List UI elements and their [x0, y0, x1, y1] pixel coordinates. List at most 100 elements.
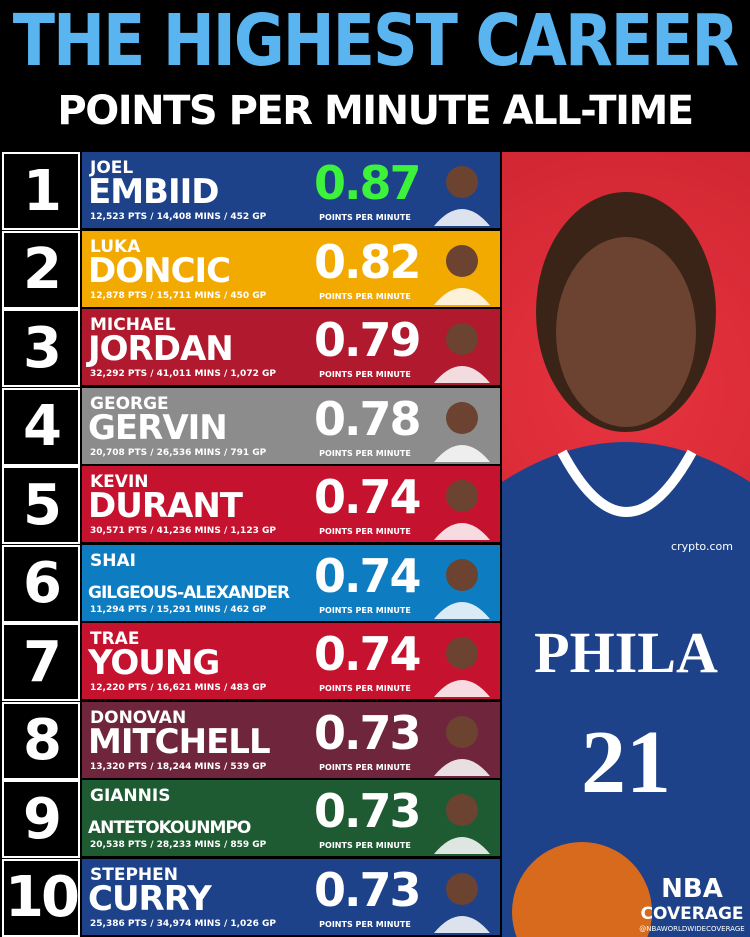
first-name: DONOVAN — [90, 707, 187, 728]
row-panel: GEORGE GERVIN 20,708 PTS / 26,536 MINS / 7… — [82, 387, 500, 464]
value-caption: POINTS PER MINUTE — [319, 919, 411, 929]
brand-bottom: COVERAGE — [640, 904, 743, 924]
last-name: CURRY — [88, 878, 212, 919]
last-name: EMBIID — [88, 172, 219, 212]
player-thumbnail — [428, 235, 496, 305]
player-thumbnail — [428, 784, 496, 854]
last-name: JORDAN — [88, 329, 234, 369]
last-name: GERVIN — [88, 407, 228, 448]
thumbnail-art — [434, 637, 490, 697]
rank: 1 — [2, 152, 80, 230]
value-caption: POINTS PER MINUTE — [319, 841, 411, 850]
row: 7 TRAE YOUNG 12,220 PTS / 16,621 MINS / 483… — [0, 623, 502, 701]
sponsor: crypto.com — [671, 540, 733, 553]
value: 0.79 — [314, 313, 422, 367]
player-photo: PHILA 21 crypto.com NBA COVERAGE @NBAWOR… — [502, 152, 750, 937]
last-name: YOUNG — [88, 643, 220, 683]
value: 0.74 — [314, 548, 422, 603]
value-caption: POINTS PER MINUTE — [319, 448, 411, 458]
stats: 12,523 PTS / 14,408 MINS / 452 GP — [90, 212, 267, 222]
first-name: JOEL — [90, 158, 134, 178]
row: 1 JOEL EMBIID 12,523 PTS / 14,408 MINS / 45… — [0, 152, 502, 230]
thumbnail-art — [434, 794, 490, 854]
row-panel: SHAI GILGEOUS-ALEXANDER 11,294 PTS / 15,29… — [82, 544, 500, 621]
value-caption: POINTS PER MINUTE — [319, 291, 411, 301]
brand-top: NBA — [661, 874, 723, 904]
row-panel: LUKA DONCIC 12,878 PTS / 15,711 MINS / 450… — [82, 230, 500, 307]
value: 0.73 — [314, 705, 422, 760]
player-thumbnail — [428, 549, 496, 619]
row-panel: MICHAEL JORDAN 32,292 PTS / 41,011 MINS / … — [82, 309, 500, 385]
row: 9 GIANNIS ANTETOKOUNMPO 20,538 PTS / 28,233… — [0, 780, 502, 858]
row-panel: KEVIN DURANT 30,571 PTS / 41,236 MINS / 1,… — [82, 466, 500, 542]
row-panel: JOEL EMBIID 12,523 PTS / 14,408 MINS / 452… — [82, 152, 500, 228]
rank: 2 — [2, 230, 80, 309]
row: 2 LUKA DONCIC 12,878 PTS / 15,711 MINS / 45… — [0, 230, 502, 309]
first-name: GEORGE — [90, 393, 169, 414]
stats: 12,220 PTS / 16,621 MINS / 483 GP — [90, 683, 267, 693]
value: 0.74 — [314, 470, 422, 524]
rank: 3 — [2, 309, 80, 387]
thumbnail-art — [434, 715, 490, 776]
row-panel: GIANNIS ANTETOKOUNMPO 20,538 PTS / 28,233 … — [82, 780, 500, 856]
title: THE HIGHEST CAREER — [12, 0, 739, 83]
value: 0.74 — [314, 627, 422, 681]
player-thumbnail — [428, 627, 496, 697]
value: 0.73 — [314, 862, 422, 917]
jersey-number: 21 — [581, 713, 671, 812]
row-panel: TRAE YOUNG 12,220 PTS / 16,621 MINS / 483 … — [82, 623, 500, 699]
rank: 7 — [2, 623, 80, 701]
value-caption: POINTS PER MINUTE — [319, 527, 411, 536]
thumbnail-art — [434, 401, 490, 462]
stats: 11,294 PTS / 15,291 MINS / 462 GP — [90, 604, 267, 615]
player-thumbnail — [428, 706, 496, 776]
row: 5 KEVIN DURANT 30,571 PTS / 41,236 MINS / 1… — [0, 466, 502, 544]
thumbnail-art — [434, 244, 490, 305]
value: 0.78 — [314, 391, 422, 446]
row: 10 STEPHEN CURRY 25,386 PTS / 34,974 MINS /… — [0, 858, 502, 937]
rank: 8 — [2, 701, 80, 780]
stats: 13,320 PTS / 18,244 MINS / 539 GP — [90, 761, 267, 772]
row: 8 DONOVAN MITCHELL 13,320 PTS / 18,244 MINS… — [0, 701, 502, 780]
thumbnail-art — [434, 323, 490, 383]
first-name: MICHAEL — [90, 315, 176, 335]
last-name: DURANT — [88, 486, 243, 526]
first-name: KEVIN — [90, 472, 149, 492]
player-thumbnail — [428, 863, 496, 933]
row: 6 SHAI GILGEOUS-ALEXANDER 11,294 PTS / 15,2… — [0, 544, 502, 623]
photo-illustration: PHILA 21 crypto.com NBA COVERAGE @NBAWOR… — [502, 192, 750, 937]
row-panel: DONOVAN MITCHELL 13,320 PTS / 18,244 MINS … — [82, 701, 500, 778]
first-name: TRAE — [90, 629, 140, 649]
value: 0.87 — [314, 156, 422, 210]
rank: 5 — [2, 466, 80, 544]
first-name: GIANNIS — [90, 786, 171, 806]
thumbnail-art — [434, 480, 490, 540]
stats: 20,538 PTS / 28,233 MINS / 859 GP — [90, 840, 267, 850]
last-name: GILGEOUS-ALEXANDER — [88, 582, 290, 603]
first-name: SHAI — [90, 550, 136, 571]
thumbnail-art — [434, 558, 490, 619]
player-thumbnail — [428, 156, 496, 226]
row-panel: STEPHEN CURRY 25,386 PTS / 34,974 MINS / 1… — [82, 858, 500, 935]
stats: 12,878 PTS / 15,711 MINS / 450 GP — [90, 290, 267, 301]
value: 0.82 — [314, 234, 422, 289]
thumbnail-art — [434, 166, 490, 226]
stats: 32,292 PTS / 41,011 MINS / 1,072 GP — [90, 369, 276, 379]
value-caption: POINTS PER MINUTE — [319, 762, 411, 772]
rank: 4 — [2, 387, 80, 466]
stats: 25,386 PTS / 34,974 MINS / 1,026 GP — [90, 918, 276, 929]
row: 4 GEORGE GERVIN 20,708 PTS / 26,536 MINS / … — [0, 387, 502, 466]
last-name: ANTETOKOUNMPO — [88, 818, 251, 838]
handle: @NBAWORLDWIDECOVERAGE — [639, 925, 744, 933]
jersey-text: PHILA — [534, 620, 718, 685]
player-thumbnail — [428, 313, 496, 383]
player-thumbnail — [428, 470, 496, 540]
stats: 20,708 PTS / 26,536 MINS / 791 GP — [90, 447, 267, 458]
value: 0.73 — [314, 784, 422, 838]
value-caption: POINTS PER MINUTE — [319, 370, 411, 379]
thumbnail-art — [434, 872, 490, 933]
rank: 10 — [2, 858, 80, 937]
subtitle: POINTS PER MINUTE ALL-TIME — [57, 88, 694, 134]
last-name: MITCHELL — [88, 721, 271, 762]
stats: 30,571 PTS / 41,236 MINS / 1,123 GP — [90, 526, 276, 536]
